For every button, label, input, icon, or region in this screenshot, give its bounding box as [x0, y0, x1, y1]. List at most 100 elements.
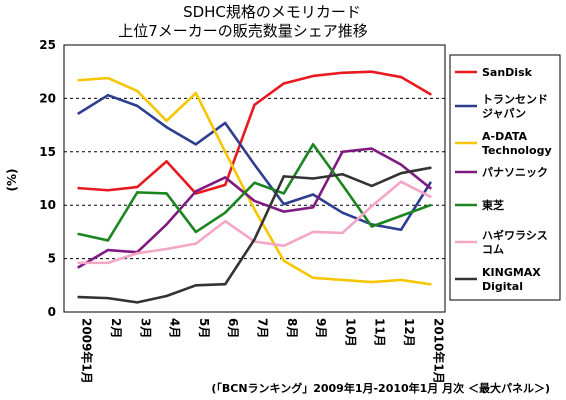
x-tick-label: 3月: [138, 318, 152, 338]
x-tick-label: 9月: [314, 318, 328, 338]
data-point: [106, 93, 110, 97]
data-point: [282, 202, 286, 206]
legend-label: ジャパン: [482, 107, 526, 120]
data-point: [253, 208, 256, 211]
data-point: [429, 195, 432, 198]
data-point: [429, 92, 432, 96]
data-point: [399, 163, 403, 166]
legend-label: A-DATA: [482, 130, 528, 143]
data-point: [165, 119, 168, 123]
data-point: [194, 230, 198, 234]
x-tick-label: 11月: [373, 318, 387, 347]
x-tick-label: 8月: [285, 318, 299, 338]
legend-label: 東芝: [482, 198, 504, 212]
data-point: [370, 70, 373, 73]
data-point: [282, 192, 286, 195]
data-point: [165, 126, 168, 129]
legend-label: KINGMAX: [482, 266, 541, 279]
data-point: [370, 184, 373, 188]
data-point: [429, 186, 432, 190]
data-point: [106, 76, 110, 80]
chart-title: SDHC規格のメモリカード: [183, 3, 361, 21]
data-point: [165, 247, 168, 251]
data-point: [194, 91, 198, 95]
source-note: (「BCNランキング」2009年1月-2010年1月 月次 ＜最大パネル＞): [211, 381, 550, 395]
legend-label: コム: [482, 243, 504, 256]
x-axis-ticks: 2009年1月 2月 3月 4月 5月 6月 7月 8月 9月 10月 11月 12月 2010年1月: [80, 318, 447, 384]
data-point: [165, 160, 168, 163]
legend-label: Technology: [482, 144, 552, 157]
data-point: [165, 192, 168, 195]
y-tick-label: 10: [39, 198, 56, 212]
y-tick-label: 25: [39, 38, 56, 52]
data-point: [253, 163, 256, 166]
data-point: [136, 301, 139, 304]
chart-subtitle: 上位7メーカーの販売数量シェア推移: [118, 22, 368, 40]
x-tick-label: 2009年1月: [80, 318, 95, 384]
data-point: [399, 180, 403, 183]
data-point: [253, 199, 256, 203]
data-point: [223, 211, 227, 214]
data-point: [341, 183, 344, 187]
data-point: [341, 173, 344, 176]
data-point: [311, 193, 315, 196]
data-point: [77, 186, 80, 190]
x-tick-label: 2月: [109, 318, 123, 338]
data-point: [282, 259, 286, 262]
data-point: [341, 278, 344, 282]
data-point: [282, 244, 286, 247]
data-point: [370, 280, 373, 284]
data-point: [253, 181, 256, 184]
data-point: [370, 225, 373, 228]
y-tick-label: 0: [48, 305, 56, 319]
y-tick-label: 5: [48, 252, 56, 266]
data-point: [223, 283, 227, 286]
y-tick-label: 15: [39, 145, 56, 159]
data-point: [282, 210, 286, 213]
data-point: [77, 265, 80, 269]
data-point: [370, 205, 373, 208]
data-point: [282, 175, 286, 178]
data-point: [136, 252, 139, 255]
data-point: [223, 176, 227, 179]
data-point: [136, 185, 139, 189]
data-point: [311, 276, 315, 280]
data-point: [341, 71, 344, 74]
data-point: [399, 171, 403, 175]
x-tick-label: 12月: [402, 318, 416, 347]
data-point: [311, 177, 315, 180]
data-point: [77, 79, 80, 82]
data-point: [165, 294, 168, 298]
data-point: [399, 228, 403, 231]
data-point: [311, 206, 315, 209]
data-point: [311, 74, 315, 78]
legend-label: パナソニック: [482, 166, 548, 179]
data-point: [194, 284, 198, 287]
data-point: [399, 278, 403, 282]
data-point: [136, 89, 139, 93]
data-point: [77, 295, 80, 299]
data-point: [106, 296, 110, 300]
data-point: [399, 75, 403, 79]
data-point: [429, 166, 432, 170]
legend-label: ハギワラシス: [482, 228, 548, 242]
legend-box: [449, 54, 561, 301]
series-lines: [77, 70, 432, 304]
data-point: [253, 238, 256, 241]
legend-label: Digital: [482, 280, 523, 293]
data-point: [77, 232, 80, 236]
data-point: [341, 231, 344, 235]
data-point: [77, 112, 80, 115]
plot-area: [63, 44, 446, 313]
data-point: [341, 211, 344, 214]
data-point: [106, 189, 110, 192]
data-point: [253, 103, 256, 107]
x-tick-label: 10月: [343, 318, 357, 347]
data-point: [136, 191, 139, 194]
data-point: [311, 230, 315, 234]
data-point: [341, 150, 344, 153]
data-point: [106, 261, 110, 265]
data-point: [223, 150, 227, 153]
data-point: [106, 248, 110, 252]
